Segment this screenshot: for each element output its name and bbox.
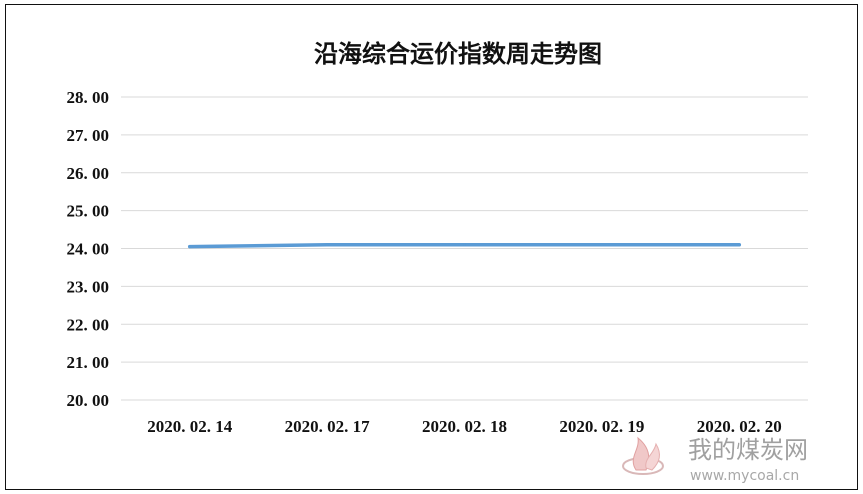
y-tick-label: 24. 00 [67, 240, 110, 259]
y-tick-label: 20. 00 [67, 391, 110, 410]
y-tick-label: 25. 00 [67, 202, 110, 221]
data-point [325, 243, 329, 247]
x-tick-label: 2020. 02. 19 [559, 417, 644, 436]
x-axis-tick-labels: 2020. 02. 14 2020. 02. 17 2020. 02. 18 2020… [147, 417, 782, 436]
x-tick-label: 2020. 02. 18 [422, 417, 507, 436]
data-point [188, 245, 192, 249]
flame-logo-icon [622, 436, 664, 475]
y-tick-label: 21. 00 [67, 353, 110, 372]
y-tick-label: 28. 00 [67, 88, 110, 107]
y-tick-label: 23. 00 [67, 277, 110, 296]
watermark: 我的煤炭网 www.mycoal.cn [622, 436, 808, 484]
chart-frame [5, 4, 858, 490]
chart-title: 沿海综合运价指数周走势图 [314, 39, 602, 68]
data-point [600, 243, 604, 247]
y-axis-tick-labels: 20. 00 21. 00 22. 00 23. 00 24. 00 25. 00 26. … [67, 88, 110, 410]
x-tick-label: 2020. 02. 14 [147, 417, 233, 436]
y-tick-label: 27. 00 [67, 126, 110, 145]
watermark-text: 我的煤炭网 [688, 436, 808, 464]
series-layer [187, 242, 742, 249]
y-tick-label: 26. 00 [67, 164, 110, 183]
x-tick-label: 2020. 02. 20 [697, 417, 782, 436]
y-tick-label: 22. 00 [67, 315, 110, 334]
watermark-url: www.mycoal.cn [690, 468, 799, 484]
gridlines [121, 96, 808, 401]
data-point [463, 243, 466, 247]
data-point [737, 243, 741, 247]
x-tick-label: 2020. 02. 17 [285, 417, 371, 436]
